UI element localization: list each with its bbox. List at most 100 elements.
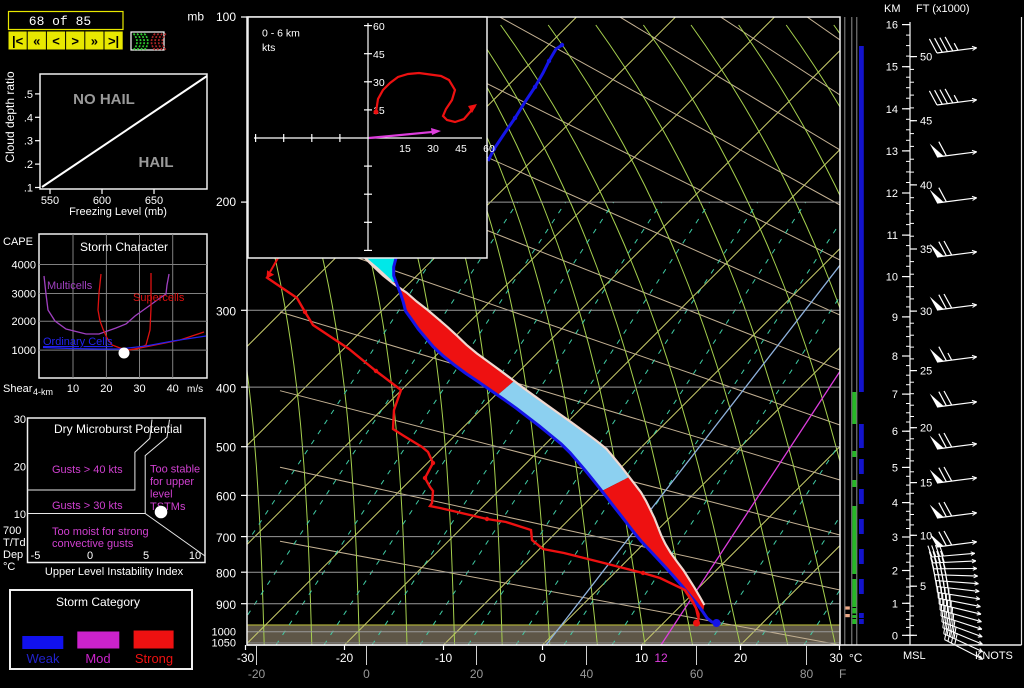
svg-text:50: 50	[920, 52, 932, 64]
svg-text:Dry Microburst Potential: Dry Microburst Potential	[54, 422, 182, 436]
svg-text:100: 100	[216, 10, 236, 24]
svg-text:HAIL: HAIL	[139, 154, 174, 171]
svg-text:30: 30	[14, 414, 26, 426]
svg-text:F: F	[839, 667, 846, 681]
svg-text:1050: 1050	[212, 638, 236, 650]
svg-text:45: 45	[920, 116, 932, 128]
svg-text:40: 40	[167, 383, 179, 395]
svg-text:1000: 1000	[12, 345, 36, 357]
svg-text:700: 700	[216, 531, 236, 545]
svg-text:-20: -20	[336, 651, 354, 665]
svg-text:200: 200	[216, 195, 236, 209]
svg-text:Storm Category: Storm Category	[56, 595, 140, 609]
svg-text:Storm Character: Storm Character	[80, 240, 168, 254]
svg-text:40: 40	[920, 180, 932, 192]
svg-text:9: 9	[892, 312, 898, 324]
svg-text:4-km: 4-km	[33, 387, 53, 397]
svg-text:kts: kts	[262, 42, 275, 54]
svg-text:5: 5	[143, 550, 149, 562]
svg-text:16: 16	[886, 20, 898, 32]
svg-text:<: <	[52, 34, 60, 49]
svg-text:°C: °C	[3, 561, 15, 573]
svg-text:2: 2	[892, 566, 898, 578]
svg-text:1000: 1000	[212, 627, 236, 639]
svg-text:KNOTS: KNOTS	[975, 650, 1013, 662]
svg-text:-10: -10	[435, 651, 453, 665]
svg-text:-20: -20	[248, 667, 266, 681]
svg-text:20: 20	[100, 383, 112, 395]
svg-text:68 of 85: 68 of 85	[29, 14, 91, 29]
svg-text:300: 300	[216, 305, 236, 319]
svg-text:Strong: Strong	[135, 651, 173, 666]
svg-text:Freezing Level (mb): Freezing Level (mb)	[69, 206, 167, 218]
svg-text:Too moist for strong: Too moist for strong	[52, 526, 149, 538]
svg-text:60: 60	[373, 21, 385, 33]
svg-text:Cloud depth ratio: Cloud depth ratio	[3, 71, 17, 163]
svg-text:Multicells: Multicells	[47, 280, 93, 292]
svg-text:mb: mb	[187, 10, 204, 24]
svg-text:40: 40	[580, 667, 594, 681]
svg-text:Supercells: Supercells	[133, 292, 185, 304]
svg-text:12: 12	[654, 651, 668, 665]
svg-text:m/s: m/s	[187, 384, 203, 395]
svg-text:800: 800	[216, 567, 236, 581]
svg-text:|<: |<	[12, 34, 24, 49]
svg-text:500: 500	[216, 441, 236, 455]
svg-text:11: 11	[887, 230, 898, 242]
svg-text:.5: .5	[24, 89, 33, 101]
svg-text:900: 900	[216, 598, 236, 612]
svg-text:8: 8	[892, 351, 898, 363]
svg-text:12: 12	[886, 188, 898, 200]
svg-text:10: 10	[67, 383, 79, 395]
svg-text:Gusts > 30 kts: Gusts > 30 kts	[52, 500, 123, 512]
svg-text:KM: KM	[884, 3, 901, 15]
svg-text:4000: 4000	[12, 260, 36, 272]
svg-text:20: 20	[734, 651, 748, 665]
svg-text:.1: .1	[24, 183, 33, 195]
svg-text:14: 14	[886, 104, 898, 116]
svg-text:CAPE: CAPE	[3, 236, 33, 248]
svg-text:45: 45	[455, 143, 467, 155]
svg-text:10: 10	[14, 509, 26, 521]
svg-text:15: 15	[920, 478, 932, 490]
svg-text:for upper: for upper	[150, 476, 194, 488]
svg-text:Upper Level Instability Index: Upper Level Instability Index	[45, 566, 184, 578]
svg-text:3000: 3000	[12, 289, 36, 301]
svg-text:10: 10	[920, 530, 932, 542]
svg-text:0: 0	[539, 651, 546, 665]
svg-text:13: 13	[886, 146, 898, 158]
svg-text:30: 30	[920, 306, 932, 318]
svg-text:7: 7	[892, 389, 898, 401]
svg-text:»: »	[91, 34, 98, 49]
svg-text:30: 30	[133, 383, 145, 395]
svg-text:650: 650	[145, 195, 163, 207]
svg-text:Ordinary Cells: Ordinary Cells	[43, 336, 113, 348]
svg-text:T/Td: T/Td	[3, 537, 26, 549]
svg-text:>|: >|	[108, 34, 119, 49]
svg-text:Gusts > 40 kts: Gusts > 40 kts	[52, 464, 123, 476]
svg-text:4: 4	[892, 498, 898, 510]
svg-text:Shear: Shear	[3, 383, 33, 395]
svg-text:MSL: MSL	[903, 650, 926, 662]
svg-text:Weak: Weak	[27, 651, 60, 666]
svg-text:FT (x1000): FT (x1000)	[916, 3, 970, 15]
svg-text:25: 25	[920, 366, 932, 378]
svg-text:0: 0	[363, 667, 370, 681]
svg-text:5: 5	[920, 581, 926, 593]
svg-text:45: 45	[373, 49, 385, 61]
svg-text:convective gusts: convective gusts	[52, 538, 134, 550]
svg-text:°C: °C	[849, 651, 863, 665]
svg-text:30: 30	[373, 77, 385, 89]
svg-text:700: 700	[3, 525, 21, 537]
svg-text:15: 15	[399, 143, 411, 155]
svg-text:35: 35	[920, 244, 932, 256]
svg-text:30: 30	[427, 143, 439, 155]
svg-text:>: >	[71, 34, 79, 49]
svg-text:6: 6	[892, 426, 898, 438]
svg-text:-5: -5	[31, 550, 41, 562]
svg-text:30: 30	[829, 651, 843, 665]
svg-text:Dep: Dep	[3, 549, 23, 561]
svg-text:Too stable: Too stable	[150, 464, 200, 476]
svg-text:15: 15	[886, 62, 898, 74]
svg-text:«: «	[33, 34, 40, 49]
